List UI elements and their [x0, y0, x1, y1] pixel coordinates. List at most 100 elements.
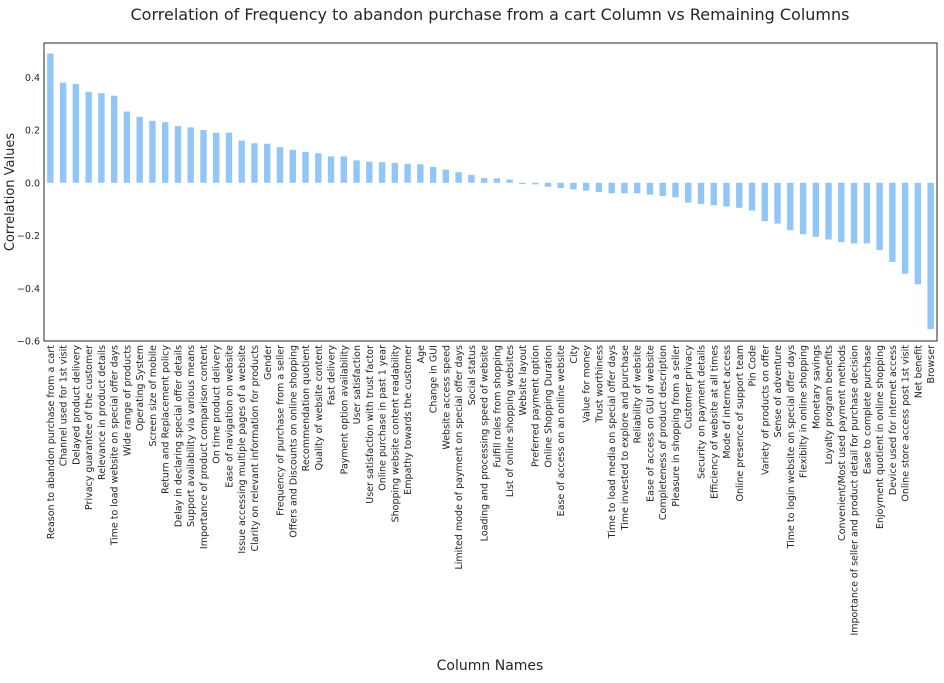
x-tick-label: Net benefit [913, 345, 924, 398]
bar [557, 182, 564, 189]
bar [417, 164, 424, 183]
bar [825, 182, 832, 240]
x-tick-label: Ease of navigation on website [224, 345, 235, 488]
bar [123, 111, 131, 183]
x-tick-label: Delayed product delivery [71, 345, 82, 465]
x-tick-label: Reason to abandon purchase from a cart [46, 345, 57, 539]
x-tick-label: Limited mode of payment on special offer… [454, 345, 465, 570]
bar [685, 182, 692, 203]
x-tick-label: Monetary savings [811, 345, 822, 429]
bar [659, 182, 666, 196]
x-tick-label: Time to load media on special offer days [607, 345, 618, 539]
bar [480, 178, 488, 183]
bar [149, 120, 156, 183]
x-tick-label: Browser [926, 345, 937, 384]
x-tick-label: Importance of product comparison content [199, 345, 210, 549]
bar [876, 182, 883, 251]
y-tick-label: −0.2 [17, 231, 40, 242]
x-tick-label: Sense of adventure [773, 345, 784, 438]
x-tick-label: Time to load website on special offer da… [110, 345, 121, 547]
bar [672, 182, 679, 198]
x-tick-label: Payment option availability [339, 345, 350, 475]
bar [340, 156, 347, 183]
x-tick-label: Empathy towards the customer [403, 345, 414, 495]
bar [213, 132, 220, 183]
x-tick-label: Website layout [518, 345, 529, 416]
x-tick-label: Online purchase in past 1 year [378, 345, 389, 491]
x-tick-label: Support availability via various means [186, 345, 197, 527]
bar [761, 182, 768, 222]
bar [238, 140, 245, 183]
x-tick-label: User satisfaction [352, 345, 363, 424]
bar [174, 126, 182, 183]
x-axis-labels: Reason to abandon purchase from a cart Ch… [46, 345, 937, 636]
bar [570, 182, 577, 190]
x-tick-label: Flexibilty in online shopping [799, 345, 810, 478]
bar [838, 182, 845, 243]
x-tick-label: Loyalty program benefits [824, 345, 835, 464]
x-tick-label: Time invested to explore and purchase [620, 345, 631, 532]
x-tick-label: Completeness of product description [658, 345, 669, 520]
bar [914, 182, 922, 285]
bar [493, 178, 501, 183]
x-tick-label: Reliability of website [633, 345, 644, 444]
y-tick-label: −0.6 [17, 337, 40, 348]
x-tick-label: Ease to complete purchase [862, 345, 873, 474]
bar [315, 153, 322, 183]
x-tick-label: Device used for internet access [888, 345, 899, 495]
x-tick-label: On time product delivery [212, 345, 223, 464]
x-tick-label: Ease of access on an online website [556, 345, 567, 517]
x-tick-label: Mode of internet access [722, 345, 733, 459]
bar [697, 182, 705, 204]
bar [59, 82, 67, 183]
y-tick-label: 0.2 [25, 126, 40, 137]
x-tick-label: Issue accessing multiple pages of a webs… [237, 345, 248, 554]
x-tick-label: Website access speed [441, 345, 452, 450]
bar [519, 182, 526, 185]
x-tick-label: Clarity on relevant information for prod… [250, 345, 261, 552]
x-tick-label: Variety of products on offer [760, 345, 771, 475]
bar [251, 143, 258, 183]
bar [468, 174, 475, 183]
bar [710, 182, 717, 206]
y-tick-label: −0.4 [17, 284, 40, 295]
x-tick-label: Ease of access on GUI of website [645, 345, 656, 502]
bar [276, 147, 284, 183]
x-tick-label: Privacy guarantee of the customer [84, 345, 95, 510]
bar [136, 116, 143, 183]
bar [595, 182, 603, 192]
y-tick-label: 0.4 [25, 73, 40, 84]
bar [72, 83, 80, 183]
bar [748, 182, 756, 211]
x-tick-label: Trust worthiness [594, 345, 605, 424]
bar [302, 151, 309, 183]
bar [289, 149, 296, 183]
bar [162, 122, 169, 183]
bar [98, 93, 105, 183]
bar [736, 182, 743, 208]
y-axis-label: Correlation Values [3, 133, 18, 252]
x-tick-label: Efficiency of website at all times [709, 345, 720, 499]
x-tick-label: Time to login website on special offer d… [786, 345, 797, 549]
x-tick-label: Shopping website content readability [390, 345, 401, 523]
x-tick-label: Gender [263, 345, 274, 380]
x-tick-label: Online store access post 1st visit [901, 345, 912, 502]
bar [544, 182, 552, 187]
x-tick-label: Enjoyment quotient in online shopping [875, 345, 886, 529]
bar [850, 182, 858, 244]
x-tick-label: Fast delivery [327, 345, 338, 406]
bar [110, 95, 118, 183]
bar [723, 182, 730, 207]
x-tick-label: Age [416, 345, 427, 364]
bar [404, 163, 411, 183]
bar [429, 166, 437, 183]
bar [455, 172, 462, 183]
bar [442, 169, 450, 183]
y-tick-label: 0.0 [25, 178, 40, 189]
x-tick-label: Loading and processing speed of website [480, 345, 491, 541]
x-tick-label: Quality of website content [314, 345, 325, 471]
x-tick-label: Online Shopping Duration [543, 345, 554, 468]
x-tick-label: Frequency of purchase from a seller [276, 345, 287, 516]
bar [187, 127, 194, 183]
